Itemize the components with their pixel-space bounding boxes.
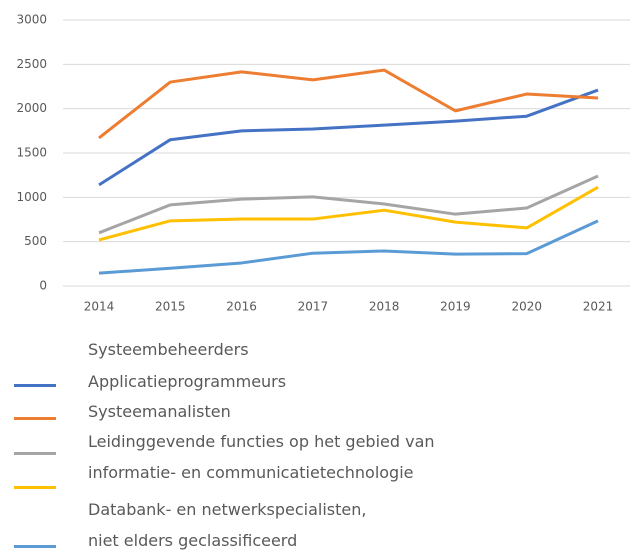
y-tick-label: 0 — [39, 279, 47, 293]
x-tick-label: 2018 — [369, 300, 400, 314]
legend-marker — [14, 451, 56, 455]
x-tick-label: 2020 — [511, 300, 542, 314]
series-line — [98, 185, 599, 242]
y-tick-label: 2500 — [16, 57, 47, 71]
y-tick-label: 1000 — [16, 190, 47, 204]
x-tick-label: 2014 — [84, 300, 115, 314]
x-tick-label: 2016 — [226, 300, 257, 314]
plot: 0 500 1000 1500 2000 2500 3000 2014 2015 2016 2017… — [16, 13, 630, 314]
x-tick-label: 2019 — [440, 300, 471, 314]
legend-label: Leidinggevende functies op het gebied va… — [88, 432, 435, 482]
legend-label: Databank- en netwerkspecialisten, niet e… — [88, 500, 367, 550]
y-tick-label: 2000 — [16, 101, 47, 115]
y-tick-label: 3000 — [16, 13, 47, 27]
series-line — [98, 219, 599, 275]
x-tick-label: 2021 — [583, 300, 614, 314]
legend-marker — [14, 416, 56, 420]
y-tick-label: 500 — [24, 234, 47, 248]
x-tick-label: 2017 — [298, 300, 329, 314]
legend-marker — [14, 383, 56, 387]
legend-label: Applicatieprogrammeurs — [88, 372, 287, 391]
legend-label: Systeemanalisten — [88, 402, 231, 421]
x-tick-label: 2015 — [155, 300, 186, 314]
y-tick-label: 1500 — [16, 146, 47, 160]
series-line — [98, 174, 599, 235]
legend-marker — [14, 544, 56, 548]
legend-marker — [14, 485, 56, 489]
legend-label: Systeembeheerders — [88, 340, 249, 359]
series-line — [98, 88, 599, 187]
series-line — [98, 68, 599, 140]
